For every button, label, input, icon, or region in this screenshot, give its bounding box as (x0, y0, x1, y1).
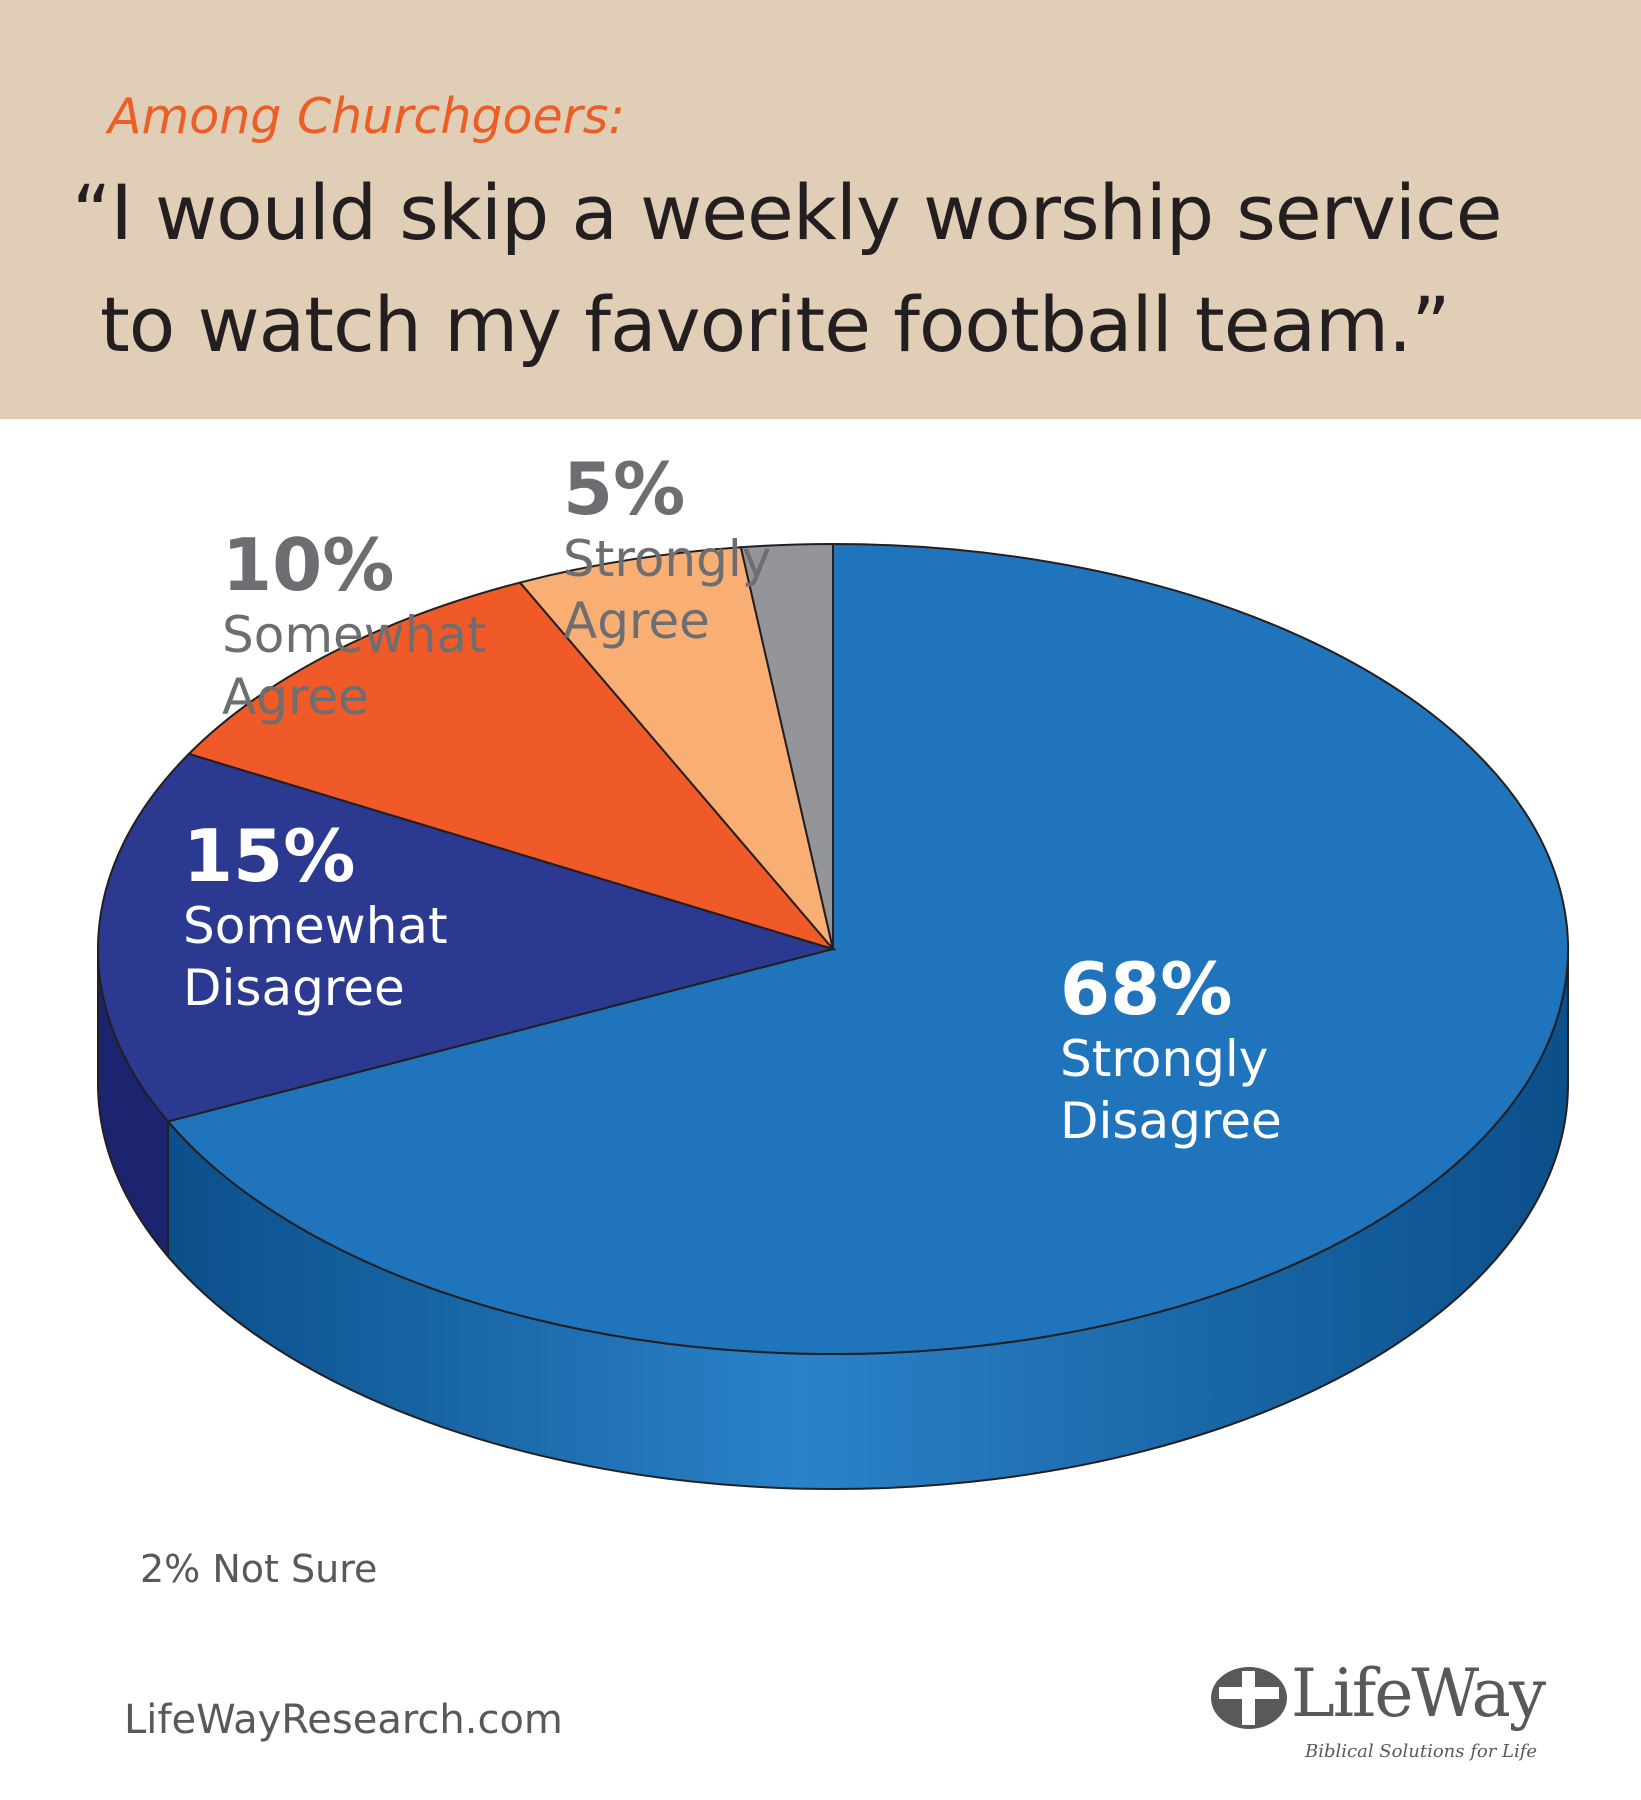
slice-category-label: Strongly (1060, 1030, 1268, 1088)
pie-slice (739, 542, 834, 950)
lifeway-cross-icon (1211, 1667, 1287, 1729)
slice-category-label: Somewhat (183, 897, 448, 955)
lifeway-logo: LifeWay Biblical Solutions for Life (1205, 1655, 1565, 1785)
slice-category-label: Somewhat (222, 606, 487, 664)
pie-slice (187, 581, 836, 951)
pie-top (97, 542, 1569, 1355)
website-link[interactable]: LifeWayResearch.com (124, 1697, 563, 1743)
slice-category-label: Strongly (563, 530, 771, 588)
chart-subtitle: Among Churchgoers: (108, 88, 625, 145)
chart-title-line-2: to watch my favorite football team.” (100, 280, 1451, 369)
not-sure-note: 2% Not Sure (140, 1547, 378, 1591)
slice-percent-label: 5% (563, 447, 685, 531)
pie-slice (166, 542, 1569, 1355)
pie-slice (97, 752, 837, 1123)
chart-title-line-1: “I would skip a weekly worship service (72, 168, 1502, 257)
slice-category-label: Agree (563, 592, 710, 650)
pie-slice (518, 546, 834, 950)
slice-percent-label: 15% (183, 814, 355, 898)
logo-tagline: Biblical Solutions for Life (1305, 1741, 1538, 1762)
slice-category-label: Disagree (1060, 1092, 1282, 1150)
slice-percent-label: 10% (222, 523, 394, 607)
pie-chart: 68%StronglyDisagree15%SomewhatDisagree10… (97, 447, 1569, 1490)
header-banner: Among Churchgoers: “I would skip a weekl… (0, 0, 1641, 419)
slice-category-label: Disagree (183, 959, 405, 1017)
pie-labels: 68%StronglyDisagree15%SomewhatDisagree10… (183, 447, 1282, 1150)
slice-percent-label: 68% (1060, 947, 1232, 1031)
slice-category-label: Agree (222, 668, 369, 726)
logo-wordmark: LifeWay (1291, 1655, 1546, 1732)
